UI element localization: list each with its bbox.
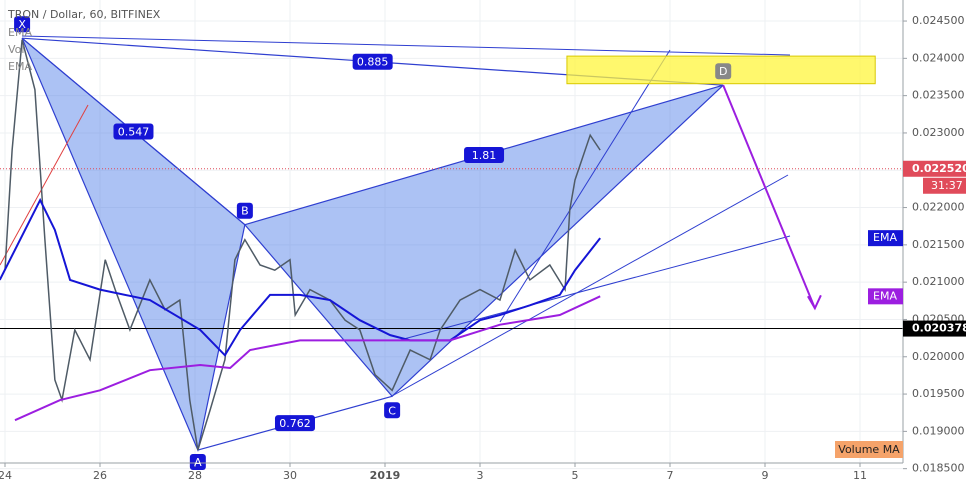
y-tick-label: 0.024000: [912, 51, 965, 64]
ema-line: [0, 197, 601, 357]
point-label: A: [194, 456, 202, 469]
volume-ma-label: Volume MA: [838, 443, 900, 456]
x-tick-label: 11: [853, 469, 867, 482]
point-badge: [189, 454, 206, 471]
indicator-label: EMA: [8, 60, 32, 73]
y-tick-label: 0.023500: [912, 89, 965, 102]
ema-badge: [868, 288, 903, 305]
x-tick-label: 24: [0, 469, 12, 482]
y-tick-label: 0.021500: [912, 238, 965, 251]
countdown-badge: [923, 177, 966, 194]
ratio-badge: [274, 415, 315, 432]
crosshair-label: 0.020378: [912, 322, 966, 335]
y-tick-label: 0.021000: [912, 275, 965, 288]
point-badge: [14, 16, 31, 33]
grid: [0, 0, 903, 470]
projection-arrow: [722, 84, 816, 309]
point-badge: [384, 402, 401, 419]
y-tick-label: 0.023000: [912, 126, 965, 139]
ratio-badge: [113, 123, 154, 140]
x-tick-label: 9: [762, 469, 769, 482]
y-tick-label: 0.019500: [912, 387, 965, 400]
trend-line: [0, 104, 89, 266]
countdown: 31:37: [931, 179, 963, 192]
plot: [0, 16, 903, 471]
y-tick-label: 0.018500: [912, 462, 965, 475]
y-tick-label: 0.019000: [912, 424, 965, 437]
y-tick-label: 0.022000: [912, 201, 965, 214]
point-label: B: [241, 205, 249, 218]
crosshair-label-badge: [903, 320, 966, 337]
x-tick-label: 7: [667, 469, 674, 482]
point-label: D: [719, 65, 727, 78]
ema-badge: [868, 230, 903, 247]
y-tick-label: 0.020000: [912, 350, 965, 363]
ratio-label: 0.547: [118, 125, 150, 138]
point-label: C: [388, 404, 396, 417]
ratio-badge: [464, 146, 505, 163]
price-line: [4, 39, 601, 451]
ema-line: [14, 295, 601, 422]
ema-legend: EMA: [873, 231, 897, 244]
y-tick-label: 0.024500: [912, 14, 965, 27]
arrow-head: [807, 294, 822, 311]
last-price-label-badge: [903, 160, 966, 177]
point-badge: [236, 202, 253, 219]
ema-legend: EMA: [873, 289, 897, 302]
ratio-label: 0.762: [279, 417, 311, 430]
trend-line: [21, 35, 791, 56]
x-tick-label: 30: [283, 469, 297, 482]
x-tick-label: 3: [477, 469, 484, 482]
indicator-label: EMA: [8, 26, 32, 39]
point-label: X: [18, 18, 26, 31]
x-tick-label: 26: [93, 469, 107, 482]
point-badge: [715, 63, 732, 80]
ratio-badge: [352, 53, 393, 70]
volume-ma-badge: [835, 441, 903, 458]
ratio-label: 0.885: [357, 56, 389, 69]
x-tick-label: 2019: [370, 469, 401, 482]
chart-title: TRON / Dollar, 60, BITFINEX: [7, 8, 161, 21]
last-price-label: 0.022520: [912, 162, 966, 175]
x-tick-label: 5: [572, 469, 579, 482]
indicator-label: Vol: [8, 43, 24, 56]
trend-line: [391, 174, 789, 397]
x-tick-label: 28: [188, 469, 202, 482]
trend-line: [399, 235, 791, 341]
ratio-label: 1.81: [472, 149, 497, 162]
